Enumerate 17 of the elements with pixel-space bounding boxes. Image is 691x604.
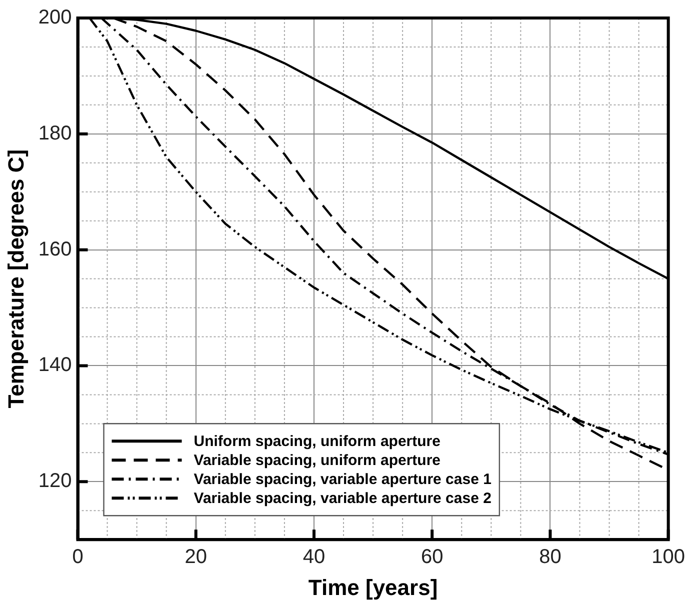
x-tick-label: 20 xyxy=(184,546,208,568)
y-tick-label: 140 xyxy=(38,354,72,376)
y-tick-label: 160 xyxy=(38,238,72,260)
x-tick-label: 80 xyxy=(539,546,562,568)
y-tick-label: 120 xyxy=(38,470,72,492)
y-axis-title: Temperature [degrees C] xyxy=(3,149,28,408)
y-tick-label: 200 xyxy=(38,6,72,29)
x-axis-title: Time [years] xyxy=(308,574,438,600)
legend-label: Variable spacing, variable aperture case 1 xyxy=(194,471,492,488)
x-tick-label: 40 xyxy=(302,546,326,568)
y-tick-label: 180 xyxy=(38,122,72,144)
x-tick-label: 0 xyxy=(72,546,84,568)
legend-label: Variable spacing, uniform aperture xyxy=(194,452,441,470)
x-tick-label: 100 xyxy=(652,546,686,568)
legend-label: Variable spacing, variable aperture case 2 xyxy=(194,490,492,508)
legend-label: Uniform spacing, uniform aperture xyxy=(194,433,440,450)
x-tick-label: 60 xyxy=(420,546,444,568)
